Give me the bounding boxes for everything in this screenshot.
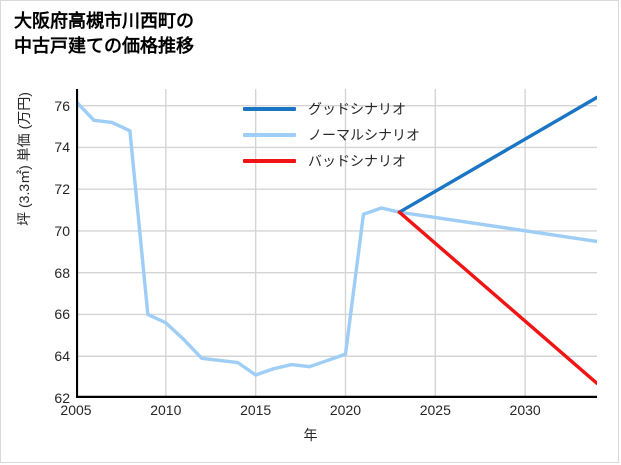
legend-item-label: ノーマルシナリオ: [308, 127, 420, 143]
page-title: 大阪府高槻市川西町の 中古戸建ての価格推移: [14, 11, 194, 56]
plot-area: [76, 89, 597, 398]
y-axis-tick-label: 74: [54, 139, 70, 156]
legend-item-label: バッドシナリオ: [308, 153, 406, 169]
legend-item[interactable]: グッドシナリオ: [243, 96, 493, 122]
y-axis-ticks: 62 64 66 68 70 72 74 76: [1, 89, 70, 406]
series-line-バッドシナリオ: [397, 210, 597, 386]
y-axis-tick-label: 64: [54, 348, 70, 365]
y-axis-tick-label: 72: [54, 181, 70, 198]
x-axis-tick-label: 2030: [509, 402, 541, 418]
legend-item-label: グッドシナリオ: [308, 101, 406, 117]
legend-swatch-icon: [243, 159, 296, 163]
x-axis-tick-label: 2015: [240, 402, 272, 418]
y-axis-label: 坪 (3.3㎡) 単価 (万円): [16, 92, 32, 226]
x-axis-tick-label: 2020: [329, 402, 362, 418]
chart-svg: [76, 89, 597, 398]
legend-item[interactable]: ノーマルシナリオ: [243, 122, 493, 148]
chart-legend: グッドシナリオ ノーマルシナリオ バッドシナリオ: [243, 96, 493, 174]
y-axis-tick-label: 62: [54, 390, 70, 406]
y-axis-tick-label: 68: [54, 264, 70, 281]
x-axis-label: 年: [303, 427, 318, 443]
x-axis-ticks: 2005 2010 2015 2020 2025 2030: [60, 400, 597, 422]
x-axis-tick-label: 2025: [419, 402, 451, 418]
y-axis-tick-label: 76: [54, 97, 70, 114]
y-axis-tick-label: 70: [54, 222, 70, 239]
y-axis-tick-label: 66: [54, 306, 70, 323]
x-axis-tick-label: 2010: [150, 402, 182, 418]
legend-swatch-icon: [243, 107, 296, 111]
series-line-ノーマルシナリオ: [76, 99, 597, 377]
legend-item[interactable]: バッドシナリオ: [243, 148, 493, 174]
legend-swatch-icon: [243, 133, 296, 137]
x-axis-tick-label: 2005: [60, 402, 92, 418]
series-line-グッドシナリオ: [397, 95, 597, 214]
